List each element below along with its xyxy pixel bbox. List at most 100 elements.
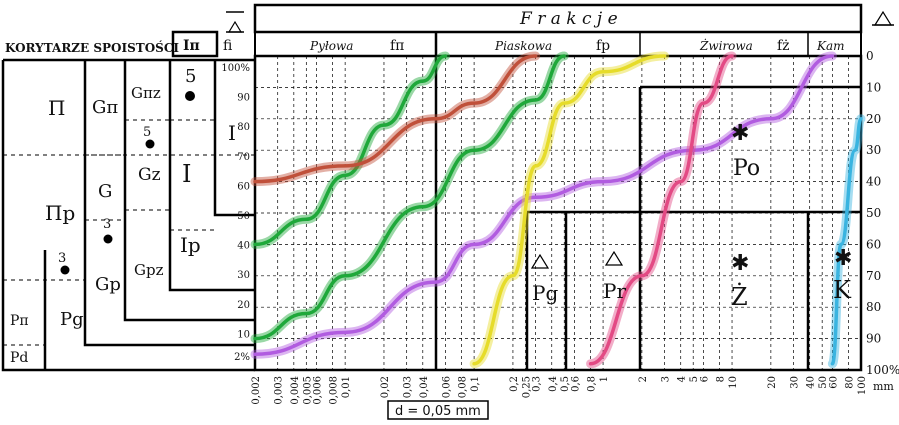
right-percent-ticks: 0 10 20 30 40 50 60 70 80 90 100% (866, 49, 899, 377)
right-tick-label: 50 (866, 206, 881, 220)
zone-pr: Pr (603, 279, 626, 303)
x-tick-label: 30 (790, 376, 801, 389)
fraction-piaskowa: Piaskowa (494, 39, 552, 53)
x-tick-label: 60 (828, 376, 839, 389)
corridor-ip: Ip (180, 233, 201, 257)
d-label-box (387, 400, 489, 420)
fraction-kam: Kam (816, 39, 845, 53)
x-tick-label: 0,005 (302, 376, 313, 405)
x-tick-label: 0,004 (290, 376, 301, 405)
col-fi-header: fi (223, 38, 233, 54)
x-tick-label: 0,04 (419, 376, 430, 398)
fraction-symbol-fpi: fπ (390, 38, 404, 54)
corridor-g-p: Gp (95, 274, 121, 295)
x-tick-label: 8 (716, 376, 727, 382)
marker-number-3b: 3 (58, 251, 66, 266)
marker-dot (103, 234, 113, 244)
x-tick-label: 0,1 (470, 376, 481, 392)
zone-frames (525, 85, 861, 370)
right-tick-label: 60 (866, 237, 881, 251)
corridor-gpz: Gpz (134, 261, 164, 279)
right-tick-label: 0 (866, 49, 874, 63)
triangle-icon-right (872, 10, 894, 26)
d-label: d = 0,05 mm (395, 404, 481, 419)
left-tick-label: 60 (237, 181, 250, 192)
series-cyan-line (830, 117, 863, 366)
marker-dot (60, 265, 70, 275)
left-tick-label: 40 (237, 241, 250, 252)
star-icon: ✱ (834, 246, 852, 271)
col-ip-header: Iπ (183, 38, 200, 54)
x-tick-label: 0,002 (251, 376, 262, 405)
fraction-pylowa: Pyłowa (309, 39, 353, 53)
series-pink-line (588, 54, 734, 366)
triangle-icon-pg (530, 253, 550, 269)
zone-pg: Pg (532, 281, 558, 305)
x-tick-label: 0,02 (380, 376, 391, 398)
left-tick-label: 20 (237, 300, 250, 311)
right-tick-label: 10 (866, 80, 881, 94)
x-tick-label: 4 (677, 376, 688, 382)
x-tick-label: 20 (767, 376, 778, 389)
marker-number-3a: 3 (103, 217, 111, 232)
right-tick-label: 80 (866, 300, 881, 314)
left-tick-label: 100% (221, 63, 250, 74)
left-tick-label: 30 (237, 270, 250, 281)
series-green-line (253, 54, 448, 247)
x-tick-label: 0,008 (329, 376, 340, 405)
x-tick-label: 0,5 (560, 376, 571, 392)
triangle-icon-pr (604, 250, 624, 266)
series-yellow-line (472, 54, 667, 366)
corridor-frames (1, 58, 255, 372)
x-tick-label: 40 (806, 376, 817, 389)
marker-number-5b: 5 (143, 125, 151, 140)
left-tick-label: 80 (237, 122, 250, 133)
header-title: F r a k c j e (519, 9, 618, 29)
plot-frame (253, 54, 863, 372)
corridor-i: I (182, 160, 191, 188)
x-tick-label: 0,03 (403, 376, 414, 398)
left-tick-label: 2% (234, 352, 250, 363)
curves (250, 51, 866, 369)
right-tick-label: 70 (866, 269, 881, 283)
corridor-p-g: Pg (60, 309, 84, 330)
x-tick-label: 5 (689, 376, 700, 382)
x-tick-label: 0,08 (458, 376, 469, 398)
x-tick-label: 6 (699, 376, 710, 382)
right-tick-label: 100% (866, 363, 899, 377)
x-tick-label: 80 (845, 376, 856, 389)
x-ticks: 0,002 0,003 0,004 0,005 0,006 0,008 0,01 0,02 0,… (251, 376, 868, 405)
fraction-symbol-fp: fp (596, 38, 610, 54)
series-pink-band (586, 51, 737, 369)
corridor-g-pi: Gπ (92, 97, 118, 118)
corridor-i-fi: I (228, 121, 236, 145)
right-tick-label: 30 (866, 143, 881, 157)
x-tick-label: 0,8 (587, 376, 598, 392)
marker-number-5a: 5 (185, 66, 196, 87)
marker-dot (185, 91, 195, 101)
fraction-symbol-fz: fż (777, 38, 790, 54)
x-tick-label: 3 (661, 376, 672, 382)
left-tick-label: 90 (237, 93, 250, 104)
x-tick-label: 0,006 (313, 376, 324, 405)
corridor-g-pi-z: Gπz (131, 84, 161, 102)
left-percent-ticks: 100% 90 80 70 60 50 40 30 20 10 2% (221, 63, 250, 363)
x-tick-label: 0,003 (274, 376, 285, 405)
right-tick-label: 20 (866, 112, 881, 126)
right-tick-label: 90 (866, 332, 881, 346)
left-tick-label: 10 (237, 329, 250, 340)
svg-text:✱: ✱ (731, 251, 749, 276)
fraction-zwirowa: Żwirowa (699, 38, 753, 53)
corridor-g: G (98, 181, 112, 202)
zone-po: Po (733, 156, 760, 181)
triangle-icon-left (226, 11, 244, 33)
right-tick-label: 40 (866, 175, 881, 189)
x-unit: mm (873, 380, 894, 393)
x-tick-label: 2 (638, 376, 649, 382)
zone-k: K (833, 276, 852, 304)
x-tick-label: 50 (818, 376, 829, 389)
corridor-pi: Π (48, 96, 65, 120)
zone-z: Ż (731, 282, 748, 311)
corridor-p-pi: Pπ (10, 313, 29, 329)
